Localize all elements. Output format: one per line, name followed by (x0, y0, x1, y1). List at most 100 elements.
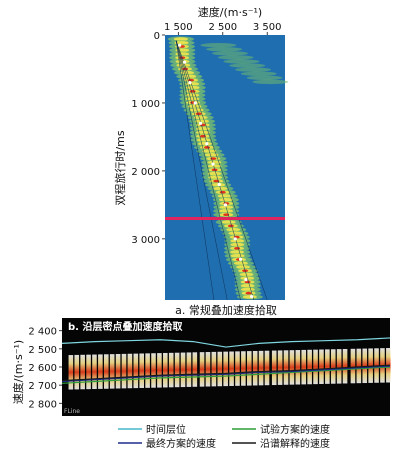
trace-column (139, 353, 144, 388)
series-line (61, 366, 391, 384)
trace-column (211, 351, 217, 387)
spectrum-band-peak (223, 213, 230, 217)
panel-b-title: b. 沿层密点叠加速度拾取 (68, 320, 183, 333)
spectrum-band-core (233, 261, 248, 266)
trace-column (319, 349, 324, 384)
trace-column (307, 349, 312, 385)
legend-label: 沿谱解释的速度 (260, 437, 330, 450)
picked-point (250, 295, 254, 299)
series-line (61, 337, 391, 348)
picked-point (244, 278, 248, 282)
guide-line (175, 40, 268, 301)
trace-column (157, 353, 162, 388)
picked-point (238, 257, 243, 261)
spectrum-band-core (207, 171, 222, 176)
y-tick-label: 2 600 (28, 363, 57, 374)
shallow-noise-band (246, 75, 283, 81)
spectrum-band-peak (188, 78, 195, 82)
panel-a-guide-lines (175, 40, 268, 301)
panel-a-x-ticks: 1 500 2 500 3 500 (164, 22, 282, 35)
legend-label: 最终方案的速度 (146, 437, 216, 450)
spectrum-band-core (208, 175, 223, 180)
trace-column (163, 352, 168, 388)
trace-column (145, 353, 150, 388)
trace-column (121, 353, 127, 389)
spectrum-band-core (240, 283, 255, 288)
trace-column (98, 354, 103, 389)
spectrum-band-core (219, 209, 234, 213)
spectrum-band-core (182, 74, 197, 79)
trace-column (74, 354, 80, 390)
picked-point (205, 142, 209, 146)
trace-column (271, 350, 277, 386)
y-tick-label: 3 000 (131, 235, 160, 246)
picked-point (198, 121, 203, 125)
panel-b-trace-columns (68, 348, 391, 390)
panel-a-x-axis-title: 速度/(m·s⁻¹) (198, 5, 262, 19)
trace-column (258, 350, 264, 386)
spectrum-band-core (228, 231, 243, 236)
spectrum-band-peak (189, 89, 196, 93)
spectrum-band-core (207, 160, 222, 165)
spectrum-band-core (217, 194, 232, 198)
shallow-noise-band (223, 59, 260, 64)
spectrum-band-core (230, 250, 245, 254)
y-tick-label: 2 800 (28, 399, 57, 410)
panel-b-y-axis-title: 速度/(m·s⁻¹) (11, 340, 25, 404)
trace-column (186, 352, 192, 387)
spectrum-band-core (236, 265, 251, 269)
spectrum-band-core (242, 295, 257, 299)
spectrum-band-core (204, 153, 219, 157)
picked-point (188, 80, 192, 85)
trace-column (205, 352, 211, 387)
trace-column (199, 352, 205, 387)
series-line (61, 365, 391, 383)
shallow-noise-band (252, 79, 289, 85)
trace-column (86, 354, 91, 390)
trace-column (192, 352, 198, 387)
spectrum-band-core (187, 104, 202, 109)
panel-b-corner-label: FLine (64, 408, 80, 415)
y-tick-label: 1 000 (131, 99, 160, 110)
spectrum-band-core (240, 287, 255, 292)
trace-column (92, 354, 97, 390)
spectrum-band-core (230, 239, 245, 243)
picked-point (233, 237, 237, 241)
shallow-noise-band (200, 42, 237, 48)
y-tick-label: 2 000 (131, 167, 160, 178)
picked-point (182, 60, 187, 64)
trace-column (277, 350, 283, 385)
trace-column (350, 348, 356, 384)
trace-column (289, 350, 295, 385)
spectrum-band-core (193, 115, 208, 120)
trace-column (313, 349, 318, 385)
guide-line (175, 40, 228, 301)
picked-point (193, 101, 197, 105)
spectrum-band-core (226, 227, 241, 232)
trace-column (246, 351, 252, 386)
trace-column (151, 353, 156, 388)
shallow-noise-band (217, 55, 254, 60)
panel-a-velocity-spectrum: 1 500 2 500 3 500 0 1 000 2 000 3 000 速度/(m·s… (113, 5, 289, 317)
panel-b-y-ticks: 2 400 2 500 2 600 2 700 2 800 (28, 327, 62, 410)
shallow-noise-band (206, 47, 243, 52)
spectrum-band-peak (219, 190, 226, 194)
panel-a-y-ticks: 0 1 000 2 000 3 000 (131, 31, 165, 246)
trace-column (252, 350, 258, 386)
spectrum-band-peak (204, 146, 211, 149)
trace-column (325, 349, 330, 384)
trace-column (180, 352, 186, 388)
spectrum-band-core (207, 164, 222, 168)
shallow-noise-band (240, 71, 277, 76)
trace-column (217, 351, 223, 387)
trace-column (235, 351, 240, 386)
shallow-noise-band (229, 63, 266, 68)
trace-column (80, 354, 85, 390)
y-tick-label: 2 500 (28, 345, 57, 356)
trace-column (342, 348, 348, 384)
guide-line (175, 40, 241, 301)
trace-column (127, 353, 133, 389)
